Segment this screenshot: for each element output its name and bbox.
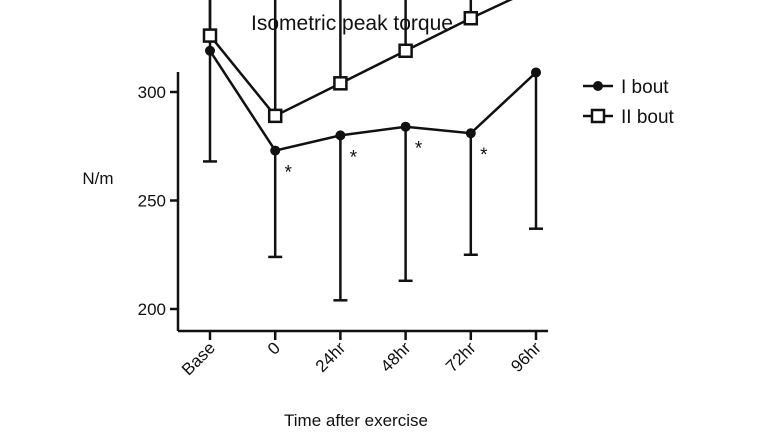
x-tick-label: 48hr — [377, 338, 415, 376]
data-point — [463, 10, 479, 26]
y-tick-label: 200 — [138, 300, 166, 319]
legend-item: II bout — [583, 107, 675, 128]
chart-title: Isometric peak torque — [251, 12, 453, 35]
x-tick-label: 96hr — [507, 338, 545, 376]
legend: I bout II bout — [583, 77, 675, 128]
y-axis-label: N/m — [82, 169, 113, 188]
data-point — [531, 67, 541, 78]
legend-label: I bout — [621, 77, 669, 98]
x-tick-label: 24hr — [312, 338, 350, 376]
data-point — [267, 108, 283, 124]
legend-marker — [590, 108, 606, 124]
x-tick-label: Base — [178, 338, 219, 379]
significance-label: * — [415, 139, 423, 160]
x-tick-label: 72hr — [442, 338, 480, 376]
series-line — [208, 50, 537, 153]
x-axis-label: Time after exercise — [284, 411, 428, 430]
data-point — [333, 76, 348, 91]
legend-marker — [593, 81, 603, 91]
y-tick-label: 300 — [138, 83, 166, 102]
series-i-bout: * * * * — [203, 0, 543, 302]
data-point — [202, 28, 218, 43]
series-ii-bout: **#### — [202, 0, 513, 124]
significance-label: * — [350, 147, 358, 168]
axes: 200250300350400Base024hr48hr72hr96hr — [138, 72, 548, 379]
significance-label: * — [480, 145, 488, 166]
plot-area: * * * * **#### — [202, 0, 543, 302]
legend-label: II bout — [621, 107, 675, 128]
y-tick-label: 250 — [138, 192, 166, 211]
x-tick-label: 0 — [264, 338, 284, 358]
significance-label: * — [284, 163, 292, 184]
data-point — [400, 121, 411, 132]
data-point — [398, 43, 413, 59]
series-line — [209, 0, 513, 118]
data-point — [465, 128, 476, 139]
data-point — [335, 130, 346, 141]
legend-item: I bout — [583, 77, 669, 98]
data-point — [205, 45, 215, 56]
data-point — [270, 145, 281, 156]
